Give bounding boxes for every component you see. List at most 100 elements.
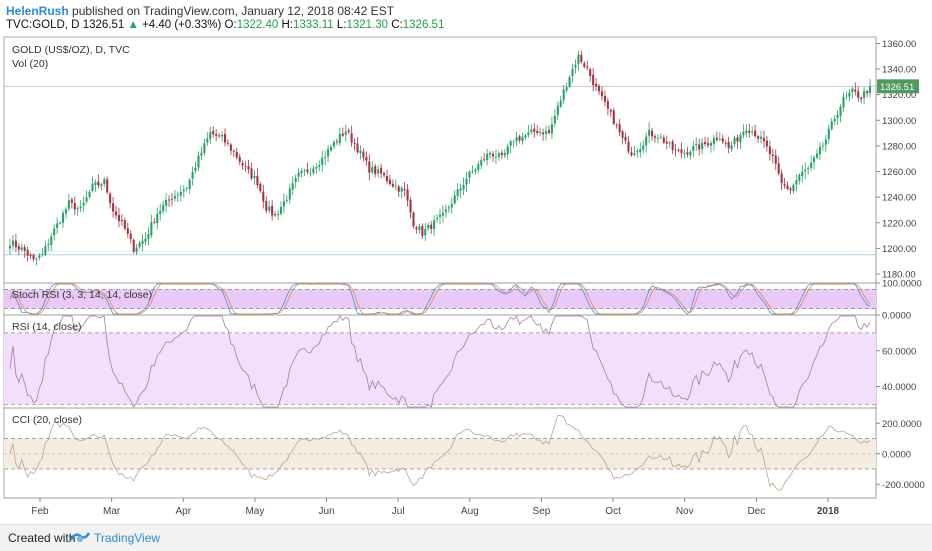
candle-body <box>380 167 383 174</box>
candle-body <box>780 173 783 184</box>
candle-body <box>197 155 200 168</box>
candle-body <box>804 169 807 172</box>
candle-body <box>821 145 824 147</box>
candle-body <box>132 240 135 252</box>
candle-body <box>509 141 512 146</box>
candle-body <box>332 141 336 147</box>
candle-body <box>256 175 259 186</box>
chart-header: HelenRush published on TradingView.com, … <box>0 0 932 36</box>
candle-body <box>730 145 733 150</box>
chart-canvas[interactable]: 1360.00 1340.00 1320.00 1300.00 1280.00 1260.… <box>0 0 932 524</box>
candle-body <box>500 152 503 155</box>
low-label: L: <box>336 19 347 31</box>
high-value: 1333.11 <box>292 19 334 31</box>
candle-body <box>47 243 50 246</box>
candle-body <box>683 152 686 155</box>
candle-body <box>580 54 583 63</box>
price-tick-label: 1320.00 <box>882 90 916 101</box>
candle-body <box>539 131 542 134</box>
candle-body <box>303 170 306 171</box>
tradingview-brand[interactable]: TradingView <box>94 531 161 545</box>
candle-body <box>106 179 109 193</box>
candle-body <box>91 183 94 191</box>
x-tick-label: Aug <box>461 506 479 517</box>
candle-body <box>824 139 827 145</box>
candle-body <box>362 151 365 158</box>
candle-body <box>792 184 795 192</box>
candle-body <box>692 146 695 151</box>
candle-body <box>642 145 645 150</box>
candle-body <box>848 92 851 97</box>
candle-body <box>503 152 506 156</box>
candle-body <box>421 225 424 236</box>
candle-body <box>742 131 745 136</box>
candle-body <box>262 191 265 202</box>
x-tick-label: Jul <box>392 506 405 517</box>
candle-body <box>141 240 144 245</box>
rsi-line-0 <box>9 315 871 408</box>
candle-body <box>851 88 854 93</box>
high-label: H: <box>281 19 293 31</box>
candle-body <box>365 156 368 161</box>
candle-body <box>173 195 176 199</box>
open-value: 1322.40 <box>236 19 279 31</box>
candle-body <box>550 124 553 134</box>
candle-body <box>671 141 674 150</box>
candle-body <box>368 161 371 173</box>
cci-tick-label: 200.0000 <box>882 419 922 430</box>
candle-body <box>235 151 238 158</box>
candle-body <box>727 141 730 149</box>
candle-body <box>783 183 786 186</box>
tradingview-logo-icon <box>70 532 90 542</box>
candle-body <box>285 199 288 201</box>
candle-body <box>64 209 68 214</box>
cci-pane-title: CCI (20, close) <box>12 414 82 426</box>
candle-body <box>61 212 65 223</box>
candle-body <box>250 168 253 179</box>
candle-body <box>530 129 533 133</box>
candle-body <box>212 130 215 135</box>
candle-body <box>491 154 495 157</box>
candle-body <box>459 188 462 191</box>
candle-body <box>203 143 206 153</box>
candle-body <box>704 142 707 145</box>
candle-body <box>733 137 736 145</box>
candle-body <box>518 136 521 141</box>
candle-body <box>324 156 327 158</box>
x-tick-label: Apr <box>175 506 191 517</box>
candle-body <box>17 246 20 250</box>
candle-body <box>288 188 291 200</box>
candle-body <box>553 115 556 124</box>
candle-body <box>73 203 76 210</box>
candle-body <box>391 183 394 187</box>
x-tick-label: Mar <box>103 506 121 517</box>
candle-body <box>653 136 657 138</box>
candle-body <box>109 193 112 204</box>
x-tick-label: Nov <box>676 506 694 517</box>
candle-body <box>745 130 748 134</box>
candle-body <box>218 135 221 137</box>
candle-body <box>542 132 545 135</box>
candle-body <box>497 153 500 157</box>
candle-body <box>471 171 474 173</box>
candle-body <box>830 121 833 130</box>
volume-label: Vol (20) <box>12 58 48 70</box>
candle-body <box>191 171 194 179</box>
candle-body <box>14 240 17 248</box>
stoch-rsi-pane-title: Stoch RSI (3, 3, 14, 14, close) <box>12 289 152 301</box>
rsi-band-fill <box>4 332 876 405</box>
candle-body <box>291 183 294 190</box>
candle-body <box>556 105 559 116</box>
candle-body <box>244 166 247 168</box>
candle-body <box>565 87 568 91</box>
author-link[interactable]: HelenRush <box>6 4 69 18</box>
candle-body <box>147 234 150 240</box>
last-price-tag-label: 1326.51 <box>880 82 914 93</box>
candle-body <box>427 224 430 229</box>
candle-body <box>462 184 465 190</box>
candle-body <box>50 236 53 245</box>
candle-body <box>165 200 168 206</box>
close-value: 1326.51 <box>402 19 445 31</box>
candle-body <box>609 109 612 112</box>
last-price: 1326.51 <box>82 19 125 31</box>
